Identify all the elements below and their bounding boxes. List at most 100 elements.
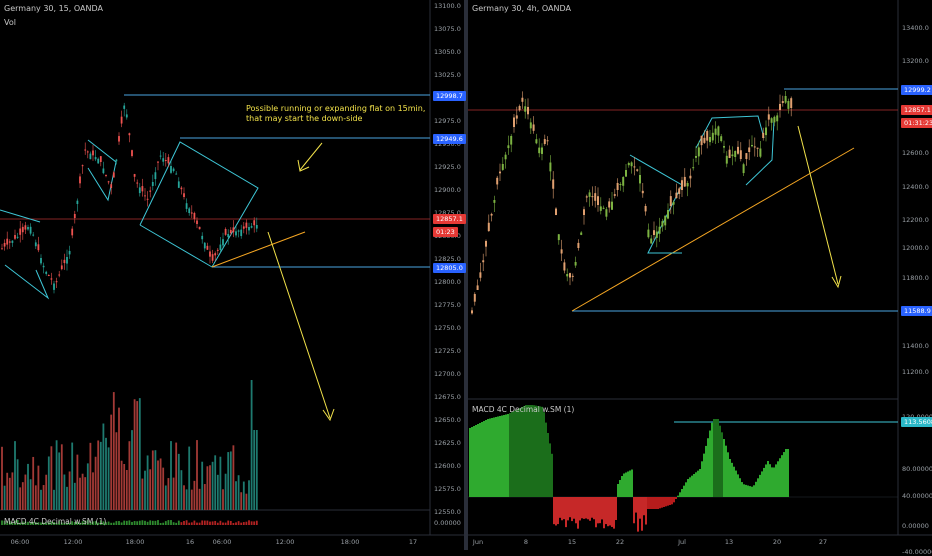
right-macd-title[interactable]: MACD 4C Decimal w.SM (1)	[472, 405, 575, 414]
left-symbol-title[interactable]: Germany 30, 15, OANDA	[4, 4, 103, 13]
left-candle-body	[84, 149, 87, 151]
right-candle-body	[781, 101, 784, 103]
left-candle-body	[198, 226, 201, 230]
left-candle-body	[42, 265, 45, 268]
left-candle-body	[128, 133, 131, 136]
right-macd-bar	[695, 472, 697, 497]
right-macd-bar	[759, 474, 761, 497]
left-macd-title[interactable]: MACD 4C Decimal w.SM (1)	[4, 517, 107, 526]
left-volume-bar	[193, 480, 196, 510]
right-candle-body	[751, 145, 753, 147]
left-volume-bar	[177, 453, 180, 510]
right-macd-bar	[751, 486, 753, 497]
left-volume-bar	[86, 463, 89, 510]
right-chart-pane[interactable]: Germany 30, 4h, OANDA MACD 4C Decimal w.…	[468, 0, 932, 556]
left-time-axis[interactable]: 06:00 12:00 18:00 16 06:00 12:00 18:00 17	[0, 535, 430, 550]
left-volume-bar	[201, 461, 204, 510]
left-macd-bar	[229, 520, 232, 525]
left-chart-pane[interactable]: Germany 30, 15, OANDA Vol Possible runni…	[0, 0, 466, 550]
left-macd-bar	[97, 522, 100, 525]
right-macd-bar	[643, 497, 645, 516]
right-macd-bar	[645, 497, 647, 525]
left-candle-body	[16, 236, 19, 238]
right-symbol-title[interactable]: Germany 30, 4h, OANDA	[472, 4, 571, 13]
right-macd-bar	[641, 497, 643, 531]
left-candle-body	[224, 229, 227, 235]
left-macd-bar	[235, 522, 237, 525]
left-candle-body	[138, 187, 141, 194]
right-macd-bar	[675, 497, 677, 499]
left-volume-bar	[185, 489, 188, 510]
right-candle-body	[669, 196, 672, 206]
left-volume-bar	[107, 447, 110, 510]
left-volume-bar	[141, 478, 144, 510]
right-macd-bar	[689, 477, 691, 497]
left-volume-bar	[81, 473, 84, 510]
right-macd-bar	[661, 497, 663, 508]
left-candle-body	[149, 190, 152, 192]
left-macd-bar	[24, 521, 27, 525]
left-macd-bar	[81, 521, 84, 525]
left-candle-body	[222, 239, 224, 246]
right-candle-body	[639, 175, 641, 184]
right-price-axis[interactable]: 13400.013200.013000.012800.012600.012400…	[898, 0, 932, 556]
right-candle-body	[711, 132, 714, 141]
right-macd-bar	[747, 485, 749, 497]
right-macd-bar	[555, 497, 557, 526]
left-macd-bar	[107, 521, 110, 525]
right-candle-body	[753, 146, 756, 148]
pane-divider[interactable]	[464, 0, 468, 550]
left-volume-bar	[24, 474, 27, 510]
left-macd-bar	[133, 521, 136, 525]
left-macd-bar	[201, 520, 204, 525]
right-candle-body	[580, 232, 583, 235]
left-macd-bar	[118, 521, 120, 525]
left-macd-bar	[206, 520, 209, 525]
left-candle-body	[154, 172, 157, 180]
right-candle-body	[765, 127, 767, 136]
right-time-axis[interactable]: Jun 8 15 22 Jul 13 20 27	[468, 535, 898, 550]
right-candle-body	[739, 150, 742, 159]
right-macd-bar	[763, 467, 765, 497]
left-candle-body	[53, 283, 55, 290]
left-macd-bar	[159, 522, 162, 525]
right-macd-bar	[525, 405, 527, 497]
left-volume-bar	[188, 446, 191, 510]
right-candle-body	[689, 175, 692, 179]
left-macd-bar	[138, 520, 141, 525]
right-candle-body	[622, 177, 625, 186]
right-price-tick: 11400.0	[902, 342, 929, 350]
left-candle-body	[66, 257, 68, 264]
left-macd-bar	[47, 522, 50, 525]
right-chart-canvas[interactable]	[468, 0, 932, 550]
right-macd-tick: 40.00000	[902, 492, 932, 500]
left-candle-body	[136, 182, 139, 184]
right-candle-body	[535, 139, 538, 144]
left-volume-bar	[198, 488, 201, 510]
left-macd-bar	[164, 521, 167, 525]
left-volume-bar	[1, 446, 3, 510]
left-chart-canvas[interactable]	[0, 0, 464, 550]
left-macd-bar	[157, 520, 159, 525]
right-candle-body	[555, 208, 557, 215]
right-macd-bar	[587, 497, 589, 520]
right-macd-bar	[777, 461, 779, 497]
right-candle-body	[681, 180, 683, 190]
left-macd-bar	[185, 520, 188, 525]
right-candle-body	[529, 122, 532, 129]
left-macd-bar	[232, 522, 235, 525]
right-candle-body	[485, 241, 487, 247]
left-candle-body	[245, 222, 248, 228]
left-macd-bar	[123, 520, 126, 525]
right-candle-body	[473, 294, 476, 302]
left-candle-body	[79, 176, 81, 184]
left-macd-bar	[216, 522, 219, 525]
left-volume-bar	[92, 472, 94, 510]
left-macd-bar	[188, 522, 191, 525]
right-macd-bar	[779, 458, 781, 497]
left-volume-bar	[42, 485, 45, 510]
left-macd-bar	[1, 520, 3, 525]
right-candle-body	[538, 147, 541, 154]
left-macd-bar	[3, 520, 6, 525]
left-candle-body	[97, 158, 100, 164]
